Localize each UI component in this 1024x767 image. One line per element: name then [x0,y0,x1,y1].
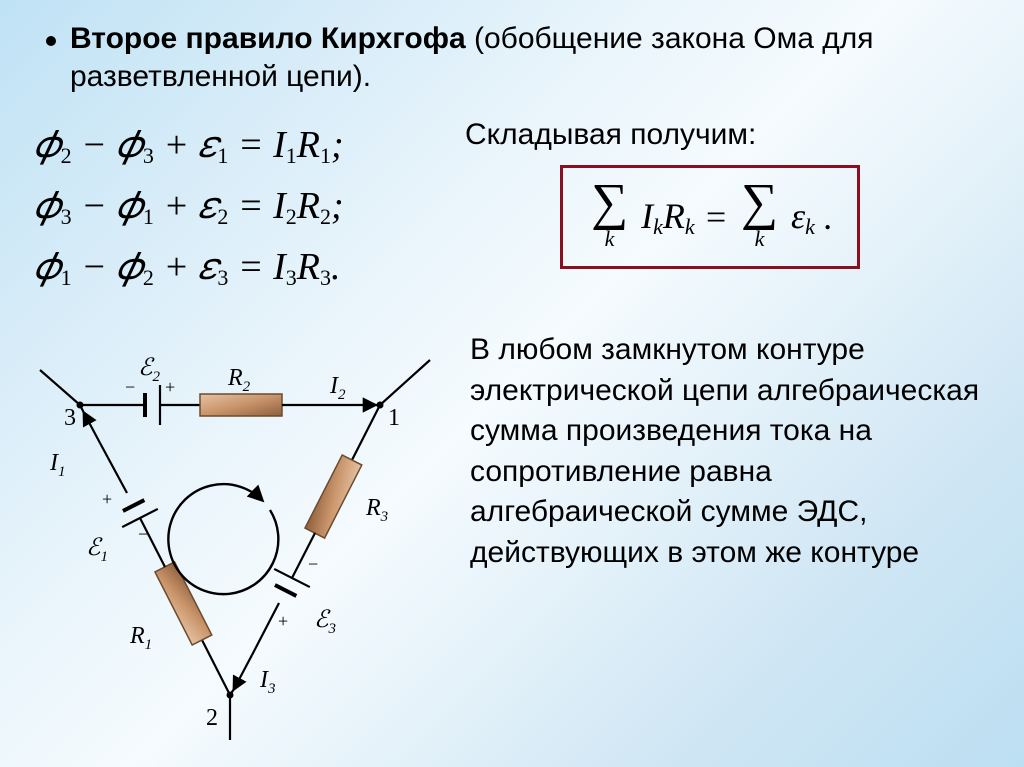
emf-1-plus: + [102,489,112,509]
term-epsk: εk [791,196,824,236]
emf-1-minus: − [138,524,148,544]
emf-3-minus: − [308,554,318,574]
r1-label: R1 [129,623,152,653]
node-1-label: 1 [388,405,400,431]
equation-2: 𝜙3 − 𝜙1 + 𝜀2 = I2R2; [34,176,344,237]
title-bold: Второе правило Кирхгофа [70,22,466,55]
equation-3: 𝜙1 − 𝜙2 + 𝜀3 = I3R3. [34,237,344,298]
emf-1-label: ℰ1 [86,535,108,565]
emf-2-label: ℰ2 [138,355,161,385]
emf-3-label: ℰ3 [314,607,336,637]
sigma-2: ∑ k [741,182,778,252]
boxed-equation: ∑ k IkRk = ∑ k εk . [560,165,860,269]
i1-label: I1 [49,450,66,480]
bullet-dot [46,36,56,46]
r2-label: R2 [227,365,251,395]
period: . [824,197,833,237]
emf-2-plus: + [165,377,175,397]
node-3-label: 3 [64,405,76,431]
summing-label: Складывая получим: [465,118,756,152]
circuit-diagram: 3 1 2 ℰ2 − + R2 I2 I1 + − ℰ1 R1 R3 − + ℰ… [30,345,450,745]
equals-sign: = [704,197,737,237]
emf-3-plus: + [278,611,288,631]
definition-text: В любом замкнутом контуре электрической … [470,330,1000,573]
emf-2-minus: − [125,377,135,397]
equation-1: 𝜙2 − 𝜙3 + 𝜀1 = I1R1; [34,115,344,176]
i2-label: I2 [329,373,346,403]
term-IkRk: IkRk [641,196,704,236]
sigma-1: ∑ k [591,182,628,252]
i3-label: I3 [259,667,276,697]
equations-left: 𝜙2 − 𝜙3 + 𝜀1 = I1R1; 𝜙3 − 𝜙1 + 𝜀2 = I2R2… [34,115,344,297]
r3-label: R3 [365,495,388,525]
node-2-label: 2 [206,705,218,731]
page-title: Второе правило Кирхгофа (обобщение закон… [70,20,970,95]
